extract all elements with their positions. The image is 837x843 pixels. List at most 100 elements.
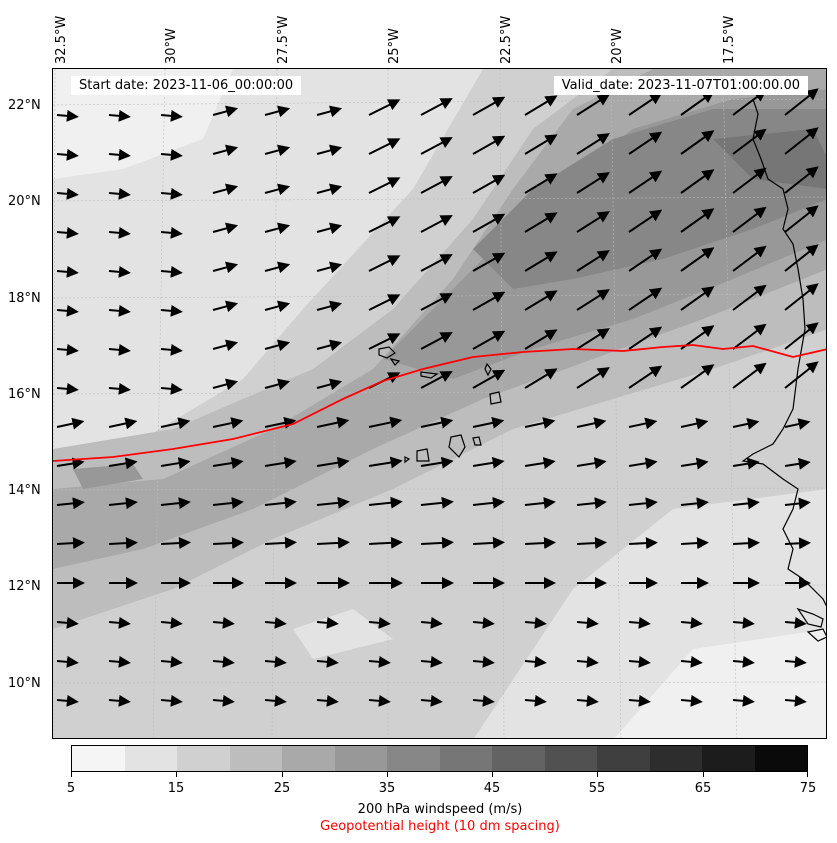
wind-arrow: [628, 417, 658, 430]
wind-arrow: [472, 369, 506, 389]
colorbar-segment: [754, 746, 807, 771]
wind-arrow: [732, 89, 767, 116]
wind-arrow: [732, 417, 760, 430]
wind-arrow: [472, 291, 506, 311]
wind-arrow: [368, 616, 391, 629]
wind-arrow: [212, 497, 244, 509]
wind-arrow: [264, 616, 287, 629]
wind-arrow: [420, 215, 453, 233]
wind-arrow: [264, 183, 291, 196]
wind-arrow: [160, 343, 183, 356]
lon-label-30w: 30°W: [164, 28, 179, 64]
wind-vectors: [56, 88, 819, 707]
wind-arrow: [576, 694, 599, 707]
colorbar-segment: [177, 746, 230, 771]
wind-arrow: [108, 417, 138, 430]
lon-label-20w: 20°W: [610, 28, 625, 64]
wind-arrow: [680, 417, 709, 430]
wind-arrow: [680, 130, 715, 155]
wind-arrow: [368, 255, 401, 272]
wind-arrow: [680, 537, 709, 550]
wind-arrow: [628, 131, 663, 155]
wind-arrow: [212, 457, 244, 469]
wind-arrow: [212, 144, 239, 157]
wind-arrow: [108, 265, 131, 278]
wind-arrow: [628, 92, 663, 116]
wind-arrow: [576, 289, 610, 311]
coastline: [741, 98, 826, 642]
wind-arrow: [524, 368, 558, 389]
wind-arrow: [108, 109, 131, 122]
wind-arrow: [784, 244, 819, 272]
lon-label-25w: 25°W: [387, 28, 402, 64]
wind-arrow: [628, 497, 658, 510]
wind-arrow: [108, 382, 131, 395]
wind-arrow: [368, 536, 403, 549]
wind-arrow: [108, 187, 131, 200]
lat-label-12n: 12°N: [8, 579, 41, 594]
wind-arrow: [628, 170, 663, 194]
wind-arrow: [784, 283, 819, 311]
wind-arrow: [316, 105, 343, 118]
wind-arrow: [524, 417, 556, 429]
wind-arrow: [680, 497, 709, 510]
wind-arrow: [472, 416, 505, 429]
wind-arrow: [56, 265, 79, 278]
wind-arrow: [524, 694, 547, 707]
wind-arrow: [420, 137, 453, 155]
wind-arrow: [160, 655, 183, 668]
wind-arrow: [680, 457, 709, 470]
wind-arrow: [732, 128, 767, 155]
wind-arrow: [472, 96, 506, 116]
wind-arrow: [784, 537, 811, 550]
wind-arrow: [264, 339, 291, 352]
lat-label-22n: 22°N: [8, 98, 41, 113]
wind-arrow: [56, 148, 79, 161]
wind-arrow: [316, 496, 350, 509]
wind-arrow: [160, 148, 183, 161]
wind-arrow: [316, 222, 343, 235]
colorbar-segment: [544, 746, 597, 771]
wind-arrow: [420, 98, 453, 116]
islands: [378, 346, 502, 464]
wind-arrow: [784, 616, 807, 629]
wind-arrow: [784, 418, 811, 430]
wind-arrow: [680, 655, 703, 668]
wind-arrow: [628, 655, 651, 668]
wind-arrow: [56, 694, 79, 707]
colorbar-segment: [334, 746, 387, 771]
wind-arrow: [316, 655, 339, 668]
wind-arrow: [628, 694, 651, 707]
wind-arrow: [264, 416, 297, 429]
wind-arrow: [420, 332, 453, 350]
windspeed-shading: [53, 69, 826, 738]
wind-arrow: [524, 290, 558, 311]
wind-arrow: [420, 496, 454, 509]
wind-arrow: [56, 382, 79, 395]
wind-arrow: [732, 457, 760, 470]
lon-label-22-5w: 22.5°W: [499, 15, 514, 64]
wind-arrow: [784, 205, 819, 233]
wind-arrow: [524, 655, 547, 668]
wind-arrow: [524, 212, 558, 233]
wind-arrow: [264, 144, 291, 157]
wind-arrow: [368, 333, 401, 350]
wind-arrow: [784, 127, 819, 155]
wind-arrow: [420, 371, 453, 389]
wind-arrow: [784, 361, 819, 389]
wind-arrow: [108, 655, 131, 668]
lat-label-16n: 16°N: [8, 387, 41, 402]
wind-arrow: [784, 457, 811, 470]
colorbar-tick-5: 5: [66, 781, 76, 796]
wind-arrow: [368, 216, 401, 233]
wind-arrow: [264, 261, 291, 274]
wind-arrow: [576, 133, 610, 155]
wind-arrow: [212, 261, 239, 274]
wind-arrow: [316, 456, 350, 469]
wind-arrow: [264, 496, 297, 509]
wind-arrow: [784, 497, 811, 510]
wind-arrow: [56, 226, 79, 239]
wind-arrow: [420, 254, 453, 272]
wind-arrow: [212, 222, 239, 235]
wind-arrow: [472, 174, 506, 194]
